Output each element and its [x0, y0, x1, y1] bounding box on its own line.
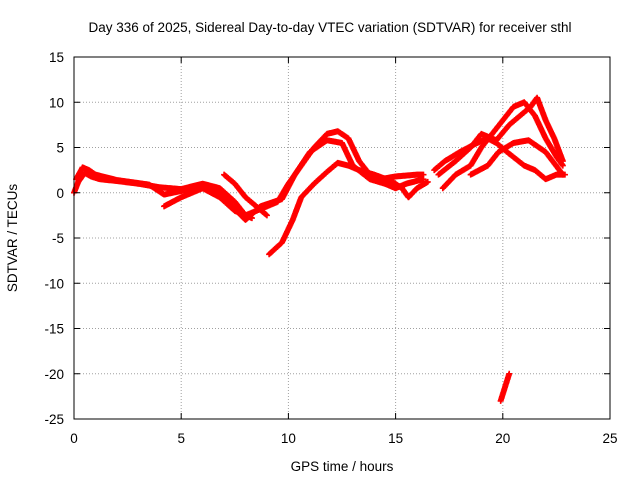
x-tick-label: 20	[495, 431, 510, 446]
y-tick-label: -10	[44, 276, 64, 291]
x-axis-label: GPS time / hours	[291, 459, 394, 474]
series-track-j	[497, 370, 513, 404]
data-point	[263, 212, 270, 219]
y-tick-label: 0	[56, 186, 64, 201]
data-point	[559, 171, 566, 178]
y-tick-label: -25	[44, 412, 64, 427]
data-points	[71, 94, 568, 404]
x-tick-label: 0	[70, 431, 78, 446]
x-tick-label: 25	[602, 431, 617, 446]
series-track-i	[467, 137, 566, 178]
series-track-f	[431, 135, 568, 183]
axis-ticks: 0 5 10 15 20 25 -25 -20 -15 -10 -5 0 5 10 15	[44, 50, 617, 446]
series-track-b	[73, 137, 427, 223]
series-track-c	[161, 185, 255, 222]
x-tick-label: 5	[177, 431, 185, 446]
y-tick-label: 5	[56, 141, 64, 156]
y-tick-label: -15	[44, 322, 64, 337]
data-point	[506, 370, 513, 377]
chart-title: Day 336 of 2025, Sidereal Day-to-day VTE…	[89, 20, 572, 35]
data-point	[559, 158, 566, 165]
series-track-h	[435, 94, 566, 178]
data-point	[424, 178, 431, 185]
y-tick-label: 10	[49, 95, 64, 110]
x-tick-label: 10	[281, 431, 296, 446]
data-point	[248, 215, 255, 222]
y-tick-label: -5	[52, 231, 64, 246]
y-tick-label: 15	[49, 50, 64, 65]
series-track-e	[266, 159, 431, 258]
y-axis-label: SDTVAR / TECUs	[5, 184, 20, 293]
x-tick-label: 15	[388, 431, 403, 446]
series-track-d	[221, 171, 270, 219]
y-tick-label: -20	[44, 367, 64, 382]
